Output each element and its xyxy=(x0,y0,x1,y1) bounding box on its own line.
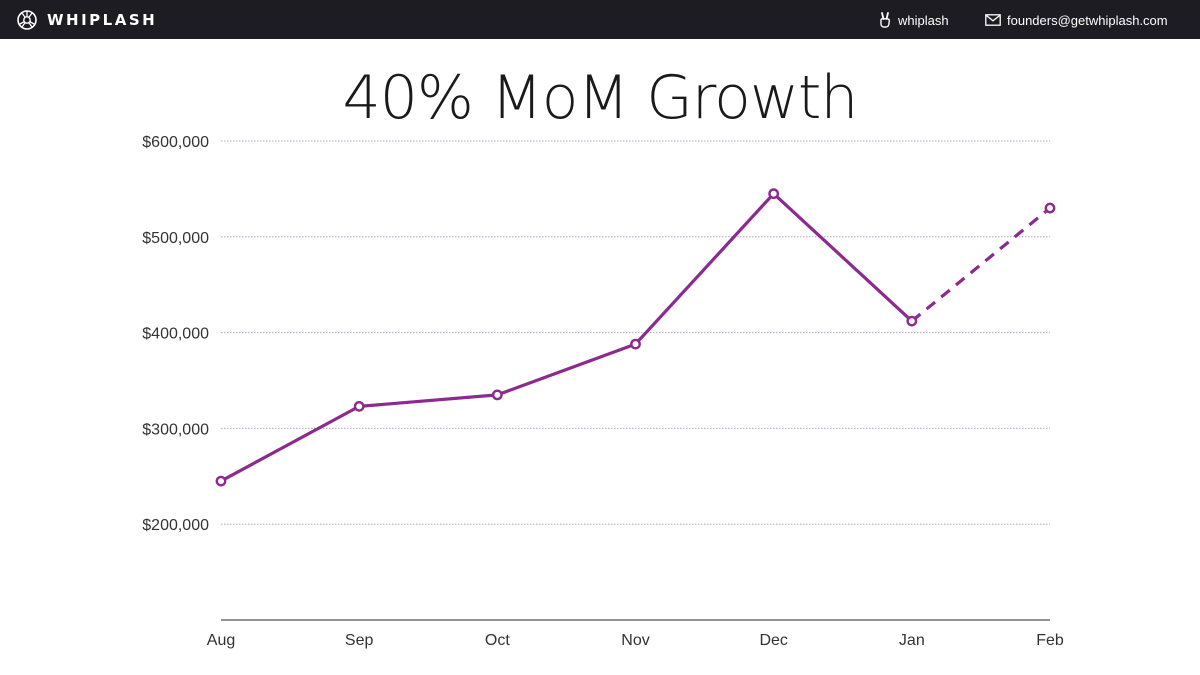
brand[interactable]: WHIPLASH xyxy=(16,9,157,31)
data-point[interactable] xyxy=(768,188,780,200)
y-tick-label: $400,000 xyxy=(142,326,209,343)
peace-hand-icon xyxy=(880,12,891,28)
series-segment xyxy=(220,404,360,483)
data-point[interactable] xyxy=(353,400,365,412)
y-tick-label: $200,000 xyxy=(142,517,209,534)
whiplash-logo-icon xyxy=(17,10,37,30)
series-segment xyxy=(359,393,498,408)
email-link[interactable]: founders@getwhiplash.com xyxy=(985,10,1168,30)
x-tick-label: Nov xyxy=(621,632,649,649)
chart-title: 40% MoM Growth xyxy=(342,63,859,133)
x-tick-label: Jan xyxy=(899,632,925,649)
handle-text: whiplash xyxy=(898,12,949,28)
x-tick-label: Aug xyxy=(207,632,235,649)
data-point[interactable] xyxy=(491,389,503,401)
brand-name: WHIPLASH xyxy=(47,11,158,29)
series-segment xyxy=(772,192,913,323)
x-tick-label: Dec xyxy=(759,632,787,649)
x-tick-label: Oct xyxy=(485,632,510,649)
series-segment-dashed xyxy=(910,206,1052,323)
data-point[interactable] xyxy=(1044,202,1056,214)
data-point[interactable] xyxy=(630,338,641,350)
series-segment xyxy=(634,192,775,346)
y-tick-label: $300,000 xyxy=(142,421,209,438)
envelope-icon xyxy=(985,14,1001,26)
data-point[interactable] xyxy=(215,475,227,487)
series-segment xyxy=(496,342,637,397)
handle-link[interactable]: whiplash xyxy=(878,10,949,30)
y-tick-label: $500,000 xyxy=(142,230,209,247)
data-point[interactable] xyxy=(906,315,918,327)
y-tick-label: $600,000 xyxy=(142,134,209,151)
x-tick-label: Feb xyxy=(1036,632,1064,649)
top-bar: WHIPLASH whiplash founders@getwhiplash.c… xyxy=(0,0,1200,39)
x-tick-label: Sep xyxy=(345,632,374,649)
email-text: founders@getwhiplash.com xyxy=(1007,12,1168,28)
